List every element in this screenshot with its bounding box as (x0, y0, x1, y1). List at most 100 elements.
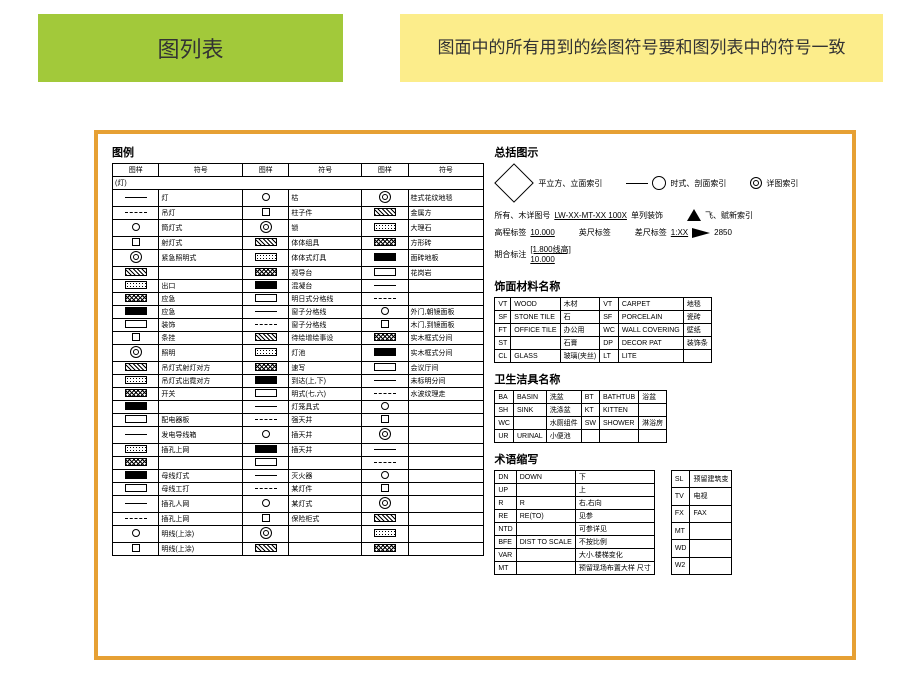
legend-cell (408, 401, 484, 414)
legend-header-row: 图样 符号 图样 符号 图样 符号 (113, 164, 484, 177)
symbol-icon (374, 268, 396, 276)
legend-cell (408, 414, 484, 427)
table-cell: DIST TO SCALE (516, 536, 575, 549)
legend-cell (362, 401, 408, 414)
legend-cell: 木门,到镜面板 (408, 319, 484, 332)
symbol-icon (255, 445, 277, 453)
table-cell: W2 (671, 557, 690, 574)
legend-cell (113, 388, 159, 401)
title-left-banner: 图列表 (38, 14, 343, 82)
diamond-icon (495, 163, 535, 203)
legend-cell (242, 483, 288, 496)
legend-cell (408, 457, 484, 470)
abbrev-title: 术语缩写 (494, 451, 838, 467)
table-cell: BT (581, 391, 599, 404)
symbol-icon (130, 346, 142, 358)
table-row: RR右,右向 (495, 497, 654, 510)
legend-cell (362, 483, 408, 496)
legend-cell (242, 332, 288, 345)
symbol-icon (255, 363, 277, 371)
gv: LW-XX-MT-XX 100X (554, 211, 627, 220)
legend-cell: 母线灯式 (159, 470, 243, 483)
symbol-icon (374, 380, 396, 381)
double-circle-icon (750, 177, 762, 189)
table-cell: 木材 (560, 298, 600, 311)
table-cell (683, 350, 711, 363)
legend-cell (242, 513, 288, 526)
legend-cell: 实木框式分间 (408, 345, 484, 362)
table-cell: 上 (575, 484, 654, 497)
table-cell: 石 (560, 311, 600, 324)
table-cell: TV (671, 488, 690, 505)
symbol-icon (262, 208, 270, 216)
table-cell (516, 523, 575, 536)
legend-cell (242, 496, 288, 513)
table-cell: URINAL (514, 430, 547, 443)
legend-cell: 体体组具 (289, 237, 362, 250)
symbol-icon (255, 311, 277, 312)
table-cell: R (495, 497, 516, 510)
legend-row: 出口混凝台 (113, 280, 484, 293)
legend-cell (362, 207, 408, 220)
legend-cell (362, 388, 408, 401)
table-cell (599, 430, 638, 443)
legend-cell (362, 293, 408, 306)
symbol-icon (255, 544, 277, 552)
sanitary-table: BABASIN洗盆BTBATHTUB浴盆SHSINK洗涤盆KTKITTENWC水… (494, 390, 667, 443)
table-cell: DP (600, 337, 619, 350)
legend-cell: 会议厅间 (408, 362, 484, 375)
symbol-icon (381, 320, 389, 328)
abbrev-section: 术语缩写 DNDOWN下UP上RR右,右向RERE(TO)见参NTD可参详见BF… (494, 451, 838, 575)
legend-cell: 明式(七,六) (289, 388, 362, 401)
gv: 1:XX (671, 228, 688, 237)
legend-cell (362, 319, 408, 332)
table-cell: 可参详见 (575, 523, 654, 536)
table-cell: LT (600, 350, 619, 363)
legend-cell: 体体式灯具 (289, 250, 362, 267)
legend-cell (362, 362, 408, 375)
legend-cell: 明日式分格线 (289, 293, 362, 306)
legend-cell (289, 526, 362, 543)
table-cell: FX (671, 505, 690, 522)
legend-cell (362, 345, 408, 362)
th: 符号 (159, 164, 243, 177)
table-cell: 壁纸 (683, 324, 711, 337)
legend-row (113, 457, 484, 470)
legend-cell (242, 250, 288, 267)
symbol-icon (262, 499, 270, 507)
symbol-icon (379, 497, 391, 509)
legend-cell: 待绘增绘事设 (289, 332, 362, 345)
legend-cell (113, 293, 159, 306)
legend-cell: 视导台 (289, 267, 362, 280)
legend-row: 插孔人网某灯式 (113, 496, 484, 513)
legend-cell (362, 543, 408, 556)
table-cell: WC (495, 417, 514, 430)
table-row: BFEDIST TO SCALE不按比例 (495, 536, 654, 549)
legend-cell (113, 319, 159, 332)
gl: 详图索引 (766, 178, 798, 189)
table-cell: ST (495, 337, 511, 350)
table-row: WD (671, 540, 732, 557)
gl: 所有、木详图号 (494, 210, 550, 221)
right-column: 总括图示 平立方、立面索引 时式、剖面索引 详图索引 所有、木详图号LW-XX-… (494, 144, 838, 646)
legend-cell (242, 427, 288, 444)
symbol-icon (125, 434, 147, 435)
table-row: SL预留建筑变 (671, 471, 732, 488)
legend-cell (408, 496, 484, 513)
legend-cell (242, 470, 288, 483)
legend-cell (289, 457, 362, 470)
symbol-icon (125, 484, 147, 492)
table-cell: SW (581, 417, 599, 430)
table-cell: RE(TO) (516, 510, 575, 523)
gv: [1.800线高] 10.000 (530, 244, 570, 264)
legend-column: 图例 图样 符号 图样 符号 图样 符号 (灯)灯枯桂式花纹地毯吊灯柱子件金属方… (112, 144, 484, 646)
table-cell: 见参 (575, 510, 654, 523)
legend-cell (113, 401, 159, 414)
legend-cell (362, 306, 408, 319)
table-row: VAR大小.楼梯变化 (495, 549, 654, 562)
circle-icon (652, 176, 666, 190)
legend-cell (242, 526, 288, 543)
legend-cell: 锁 (289, 220, 362, 237)
symbol-icon (374, 253, 396, 261)
legend-cell (362, 220, 408, 237)
